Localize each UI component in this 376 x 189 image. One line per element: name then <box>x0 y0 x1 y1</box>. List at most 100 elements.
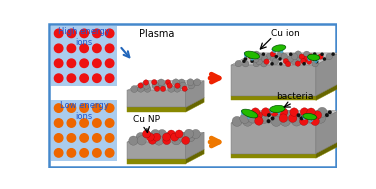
Circle shape <box>311 117 319 125</box>
Circle shape <box>279 62 282 66</box>
Circle shape <box>306 59 312 64</box>
Circle shape <box>273 110 283 120</box>
Circle shape <box>256 53 262 60</box>
Circle shape <box>270 108 279 116</box>
Circle shape <box>105 74 114 82</box>
Circle shape <box>280 116 290 126</box>
Circle shape <box>296 56 302 62</box>
Circle shape <box>173 79 179 86</box>
Circle shape <box>143 80 149 85</box>
Circle shape <box>80 104 88 112</box>
Circle shape <box>92 44 101 53</box>
Circle shape <box>249 54 254 59</box>
Circle shape <box>67 134 76 142</box>
Circle shape <box>232 116 242 126</box>
Circle shape <box>295 61 300 66</box>
Circle shape <box>300 117 308 125</box>
Circle shape <box>187 79 194 86</box>
Circle shape <box>261 56 268 62</box>
Circle shape <box>92 149 101 157</box>
Circle shape <box>137 136 146 145</box>
Circle shape <box>92 59 101 67</box>
Circle shape <box>92 74 101 82</box>
Circle shape <box>105 59 114 67</box>
FancyBboxPatch shape <box>50 24 336 167</box>
Circle shape <box>194 79 201 86</box>
Circle shape <box>267 119 271 123</box>
Text: Plasma: Plasma <box>139 29 174 39</box>
Circle shape <box>143 82 150 89</box>
Text: Cu NP: Cu NP <box>133 115 160 124</box>
Polygon shape <box>127 142 186 159</box>
Circle shape <box>235 60 242 67</box>
Circle shape <box>67 104 76 112</box>
Circle shape <box>259 113 269 123</box>
Circle shape <box>55 74 63 82</box>
Circle shape <box>67 74 76 82</box>
Circle shape <box>285 61 291 67</box>
Circle shape <box>253 56 259 62</box>
Circle shape <box>154 136 164 145</box>
Bar <box>51 100 117 160</box>
Circle shape <box>92 119 101 127</box>
Circle shape <box>283 59 288 64</box>
Ellipse shape <box>242 109 258 118</box>
Circle shape <box>313 52 316 56</box>
Circle shape <box>307 108 315 116</box>
Circle shape <box>143 130 150 138</box>
Circle shape <box>317 107 327 117</box>
Circle shape <box>290 108 299 116</box>
Circle shape <box>175 130 183 138</box>
Polygon shape <box>127 107 186 112</box>
Circle shape <box>174 85 180 92</box>
Circle shape <box>105 44 114 53</box>
Circle shape <box>175 83 180 88</box>
Circle shape <box>287 56 294 62</box>
Circle shape <box>182 86 187 91</box>
Circle shape <box>178 79 185 86</box>
Circle shape <box>270 56 276 62</box>
Circle shape <box>328 110 332 114</box>
Circle shape <box>137 85 144 92</box>
Circle shape <box>291 58 297 65</box>
Circle shape <box>255 117 263 125</box>
Circle shape <box>80 59 88 67</box>
Circle shape <box>151 129 160 139</box>
Polygon shape <box>316 141 339 158</box>
Circle shape <box>92 29 101 38</box>
Circle shape <box>325 113 329 117</box>
Polygon shape <box>231 111 339 123</box>
Circle shape <box>55 59 63 67</box>
Circle shape <box>80 29 88 38</box>
Circle shape <box>318 54 323 59</box>
Circle shape <box>254 111 262 120</box>
Circle shape <box>184 129 194 138</box>
Circle shape <box>271 116 274 120</box>
Circle shape <box>291 116 302 126</box>
Circle shape <box>105 104 114 112</box>
Circle shape <box>55 119 63 127</box>
Circle shape <box>163 137 171 145</box>
Circle shape <box>271 116 281 126</box>
Circle shape <box>274 55 278 58</box>
Circle shape <box>264 59 269 64</box>
Bar <box>51 26 117 86</box>
Circle shape <box>331 53 335 56</box>
Circle shape <box>105 29 114 38</box>
Circle shape <box>55 29 63 38</box>
Circle shape <box>167 130 175 138</box>
Circle shape <box>266 53 272 60</box>
Circle shape <box>158 129 167 139</box>
Polygon shape <box>231 84 339 96</box>
Circle shape <box>80 44 88 53</box>
Circle shape <box>267 113 271 117</box>
Circle shape <box>315 113 326 123</box>
Polygon shape <box>316 111 339 154</box>
Circle shape <box>171 133 179 141</box>
Circle shape <box>302 62 306 65</box>
Circle shape <box>323 57 326 61</box>
Circle shape <box>306 113 317 123</box>
Circle shape <box>270 62 274 65</box>
Circle shape <box>270 51 276 57</box>
Polygon shape <box>127 98 204 107</box>
